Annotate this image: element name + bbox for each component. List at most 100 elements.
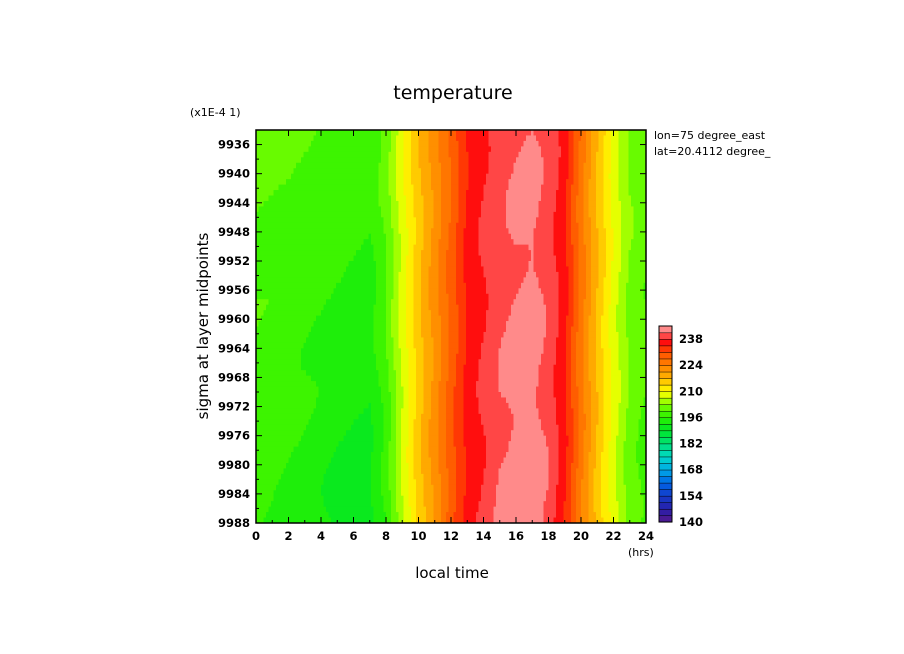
heatmap-cell [398, 239, 402, 246]
heatmap-cell [368, 364, 372, 371]
heatmap-cell [313, 310, 317, 317]
heatmap-cell [346, 359, 350, 366]
heatmap-cell [413, 244, 417, 251]
heatmap-cell [356, 370, 360, 377]
heatmap-cell [258, 146, 262, 153]
heatmap-cell [361, 135, 365, 142]
heatmap-cell [393, 282, 397, 289]
heatmap-cell [338, 310, 342, 317]
heatmap-cell [298, 173, 302, 180]
heatmap-cell [293, 266, 297, 273]
heatmap-cell [291, 397, 295, 404]
heatmap-cell [388, 184, 392, 191]
heatmap-cell [346, 222, 350, 229]
heatmap-cell [276, 271, 280, 278]
heatmap-cell [341, 337, 345, 344]
heatmap-cell [361, 413, 365, 420]
heatmap-cell [336, 255, 340, 262]
heatmap-cell [376, 293, 380, 300]
heatmap-cell [276, 473, 280, 480]
heatmap-cell [296, 392, 300, 399]
heatmap-cell [333, 239, 337, 246]
heatmap-cell [398, 386, 402, 393]
heatmap-cell [356, 271, 360, 278]
heatmap-cell [318, 315, 322, 322]
heatmap-cell [258, 310, 262, 317]
heatmap-cell [341, 446, 345, 453]
heatmap-cell [423, 250, 427, 257]
heatmap-cell [316, 217, 320, 224]
heatmap-cell [286, 321, 290, 328]
heatmap-cell [356, 179, 360, 186]
heatmap-cell [286, 168, 290, 175]
heatmap-cell [288, 162, 292, 169]
heatmap-cell [368, 419, 372, 426]
heatmap-cell [293, 304, 297, 311]
heatmap-cell [381, 392, 385, 399]
heatmap-cell [363, 206, 367, 213]
heatmap-cell [423, 321, 427, 328]
heatmap-cell [398, 211, 402, 218]
heatmap-cell [363, 517, 367, 523]
heatmap-cell [308, 288, 312, 295]
heatmap-cell [291, 479, 295, 486]
heatmap-cell [366, 375, 370, 382]
heatmap-cell [281, 468, 285, 475]
heatmap-cell [301, 195, 305, 202]
heatmap-cell [388, 250, 392, 257]
heatmap-cell [328, 462, 332, 470]
heatmap-cell [393, 364, 397, 371]
heatmap-cell [378, 162, 382, 169]
heatmap-cell [411, 282, 415, 289]
heatmap-cell [401, 266, 405, 273]
heatmap-cell [411, 310, 415, 317]
heatmap-cell [276, 168, 280, 175]
heatmap-cell [266, 271, 270, 278]
heatmap-cell [263, 195, 267, 202]
heatmap-cell [371, 397, 375, 404]
heatmap-cell [341, 512, 345, 519]
heatmap-cell [276, 331, 280, 339]
heatmap-cell [376, 173, 380, 180]
heatmap-cell [343, 495, 347, 502]
heatmap-cell [361, 250, 365, 257]
heatmap-cell [306, 375, 310, 382]
heatmap-cell [426, 179, 430, 186]
heatmap-cell [338, 135, 342, 142]
heatmap-cell [363, 446, 367, 453]
heatmap-cell [388, 195, 392, 202]
heatmap-cell [381, 239, 385, 246]
heatmap-cell [386, 364, 390, 371]
heatmap-cell [358, 501, 362, 508]
heatmap-cell [288, 321, 292, 328]
heatmap-cell [336, 430, 340, 437]
heatmap-cell [401, 457, 405, 464]
heatmap-cell [388, 479, 392, 486]
heatmap-cell [321, 386, 325, 393]
heatmap-cell [293, 424, 297, 431]
heatmap-cell [366, 484, 370, 491]
heatmap-cell [328, 370, 332, 377]
heatmap-cell [428, 184, 432, 191]
heatmap-cell [268, 326, 272, 333]
heatmap-cell [301, 435, 305, 442]
heatmap-cell [368, 244, 372, 251]
heatmap-cell [371, 370, 375, 377]
heatmap-cell [331, 392, 335, 399]
heatmap-cell [411, 381, 415, 388]
heatmap-cell [413, 419, 417, 426]
heatmap-cell [326, 310, 330, 317]
heatmap-cell [306, 304, 310, 311]
heatmap-cell [416, 353, 420, 360]
heatmap-cell [316, 200, 320, 208]
heatmap-cell [371, 506, 375, 513]
heatmap-cell [273, 233, 277, 240]
heatmap-cell [388, 299, 392, 306]
heatmap-cell [416, 342, 420, 349]
heatmap-cell [368, 250, 372, 257]
heatmap-cell [261, 282, 265, 289]
heatmap-cell [413, 217, 417, 224]
heatmap-cell [398, 179, 402, 186]
heatmap-cell [263, 321, 267, 328]
heatmap-cell [286, 392, 290, 399]
